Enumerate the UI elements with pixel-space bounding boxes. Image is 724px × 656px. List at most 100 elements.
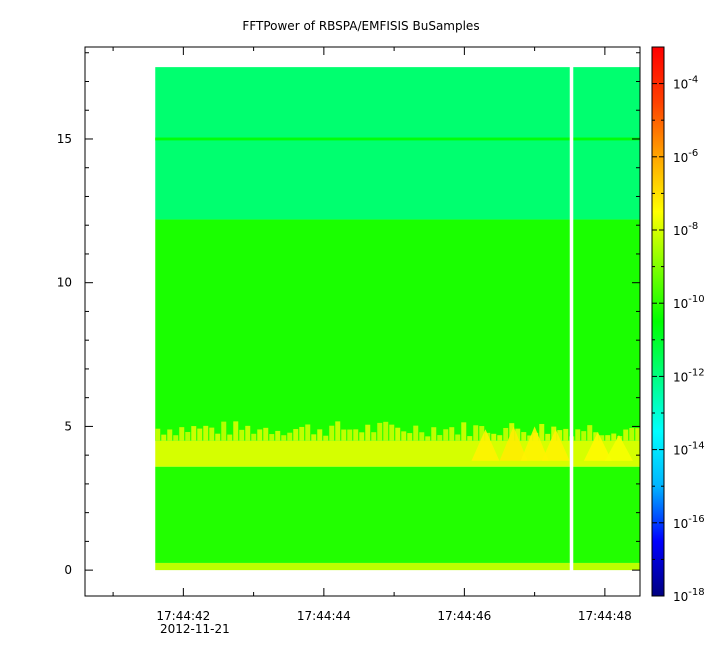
- colorbar-tick-label: 10-10: [673, 294, 705, 311]
- x-tick-label: 17:44:42: [156, 609, 210, 623]
- emission-fringe: [413, 425, 419, 441]
- emission-fringe: [611, 433, 617, 441]
- emission-fringe: [299, 426, 305, 441]
- emission-fringe: [587, 425, 593, 441]
- emission-fringe: [287, 432, 293, 441]
- emission-fringe: [599, 435, 605, 441]
- emission-fringe: [221, 421, 227, 441]
- x-axis-date-label: 2012-11-21: [160, 622, 230, 636]
- emission-fringe: [227, 434, 233, 441]
- emission-fringe: [203, 425, 209, 441]
- emission-fringe: [389, 424, 395, 441]
- y-tick-label: 5: [64, 419, 72, 433]
- emission-fringe: [497, 435, 503, 441]
- colorbar-tick-label: 10-18: [673, 587, 705, 604]
- emission-fringe: [275, 430, 281, 441]
- y-tick-label: 15: [57, 132, 72, 146]
- emission-fringe: [527, 435, 533, 441]
- spectral-band-0: [155, 562, 640, 571]
- emission-fringe: [245, 425, 251, 441]
- emission-fringe: [317, 429, 323, 441]
- emission-fringe: [383, 421, 389, 441]
- colorbar-tick-label: 10-6: [673, 148, 698, 165]
- emission-fringe: [623, 429, 629, 441]
- emission-fringe: [353, 429, 359, 441]
- emission-fringe: [395, 427, 401, 441]
- emission-fringe: [635, 428, 641, 441]
- spectral-band-4: [155, 67, 640, 220]
- data-gap-layer: [569, 48, 574, 595]
- data-gap: [569, 48, 574, 595]
- y-axis: 0 5 10 15: [57, 52, 640, 577]
- plot-frame: [84, 46, 641, 597]
- emission-fringe: [233, 421, 239, 441]
- emission-fringe: [581, 431, 587, 441]
- x-tick-label: 17:44:44: [297, 609, 351, 623]
- emission-fringe: [491, 433, 497, 441]
- emission-fringe: [467, 436, 473, 441]
- spectral-band-5: [155, 137, 640, 141]
- emission-fringe: [257, 429, 263, 441]
- emission-fringe: [515, 428, 521, 441]
- emission-fringe: [503, 427, 509, 441]
- emission-peak-3: [541, 429, 570, 461]
- colorbar-tick-label: 10-14: [673, 441, 705, 458]
- x-tick-label: 17:44:48: [578, 609, 632, 623]
- emission-fringe: [329, 425, 335, 441]
- colorbar-tick-label: 10-4: [673, 75, 698, 92]
- colorbar: [651, 46, 665, 597]
- emission-fringe: [191, 426, 197, 441]
- emission-fringe: [179, 427, 185, 441]
- y-tick-label: 10: [57, 276, 72, 290]
- x-tick-label: 17:44:46: [437, 609, 491, 623]
- emission-fringe: [575, 429, 581, 441]
- emission-fringe: [449, 427, 455, 441]
- emission-fringe: [197, 428, 203, 441]
- emission-fringe: [293, 429, 299, 441]
- emission-fringe: [215, 433, 221, 441]
- emission-fringe: [359, 432, 365, 441]
- emission-fringe: [269, 434, 275, 441]
- emission-fringe: [629, 427, 635, 441]
- emission-fringe: [461, 422, 467, 441]
- spectral-band-2: [155, 440, 640, 467]
- emission-fringe: [371, 432, 377, 441]
- emission-fringe: [521, 432, 527, 441]
- colorbar-tick-label: 10-12: [673, 367, 705, 384]
- emission-fringe: [437, 435, 443, 441]
- emission-fringe: [251, 433, 257, 441]
- emission-peak-2: [520, 426, 549, 461]
- emission-fringe: [473, 425, 479, 441]
- emission-fringe: [545, 433, 551, 441]
- emission-fringe: [407, 433, 413, 441]
- emission-fringe: [323, 435, 329, 441]
- emission-fringe: [443, 429, 449, 441]
- emission-fringe: [347, 429, 353, 441]
- emission-fringe: [185, 431, 191, 441]
- heatmap-layer: [155, 67, 641, 571]
- chart-title: FFTPower of RBSPA/EMFISIS BuSamples: [242, 19, 479, 33]
- emission-peak-0: [471, 429, 500, 461]
- emission-fringe: [155, 428, 161, 441]
- colorbar-tick-label: 10-8: [673, 221, 698, 238]
- emission-peak-1: [499, 426, 528, 461]
- emission-fringe: [335, 421, 341, 441]
- emission-fringe: [377, 422, 383, 441]
- emission-fringe: [455, 434, 461, 441]
- spectral-band-3: [155, 219, 640, 441]
- emission-fringe: [239, 429, 245, 441]
- emission-peak-4: [583, 432, 612, 461]
- emission-fringe: [479, 426, 485, 441]
- emission-fringe: [563, 428, 569, 441]
- emission-fringe: [539, 423, 545, 441]
- spectral-band-1: [155, 466, 640, 563]
- emission-fringe: [311, 434, 317, 441]
- emission-fringe: [431, 427, 437, 441]
- emission-fringe: [419, 432, 425, 441]
- emission-fringe: [173, 435, 179, 441]
- colorbar-tick-label: 10-16: [673, 514, 705, 531]
- emission-fringe: [425, 436, 431, 441]
- emission-fringe: [209, 427, 215, 441]
- x-axis: 17:44:42 17:44:44 17:44:46 17:44:48: [112, 47, 632, 623]
